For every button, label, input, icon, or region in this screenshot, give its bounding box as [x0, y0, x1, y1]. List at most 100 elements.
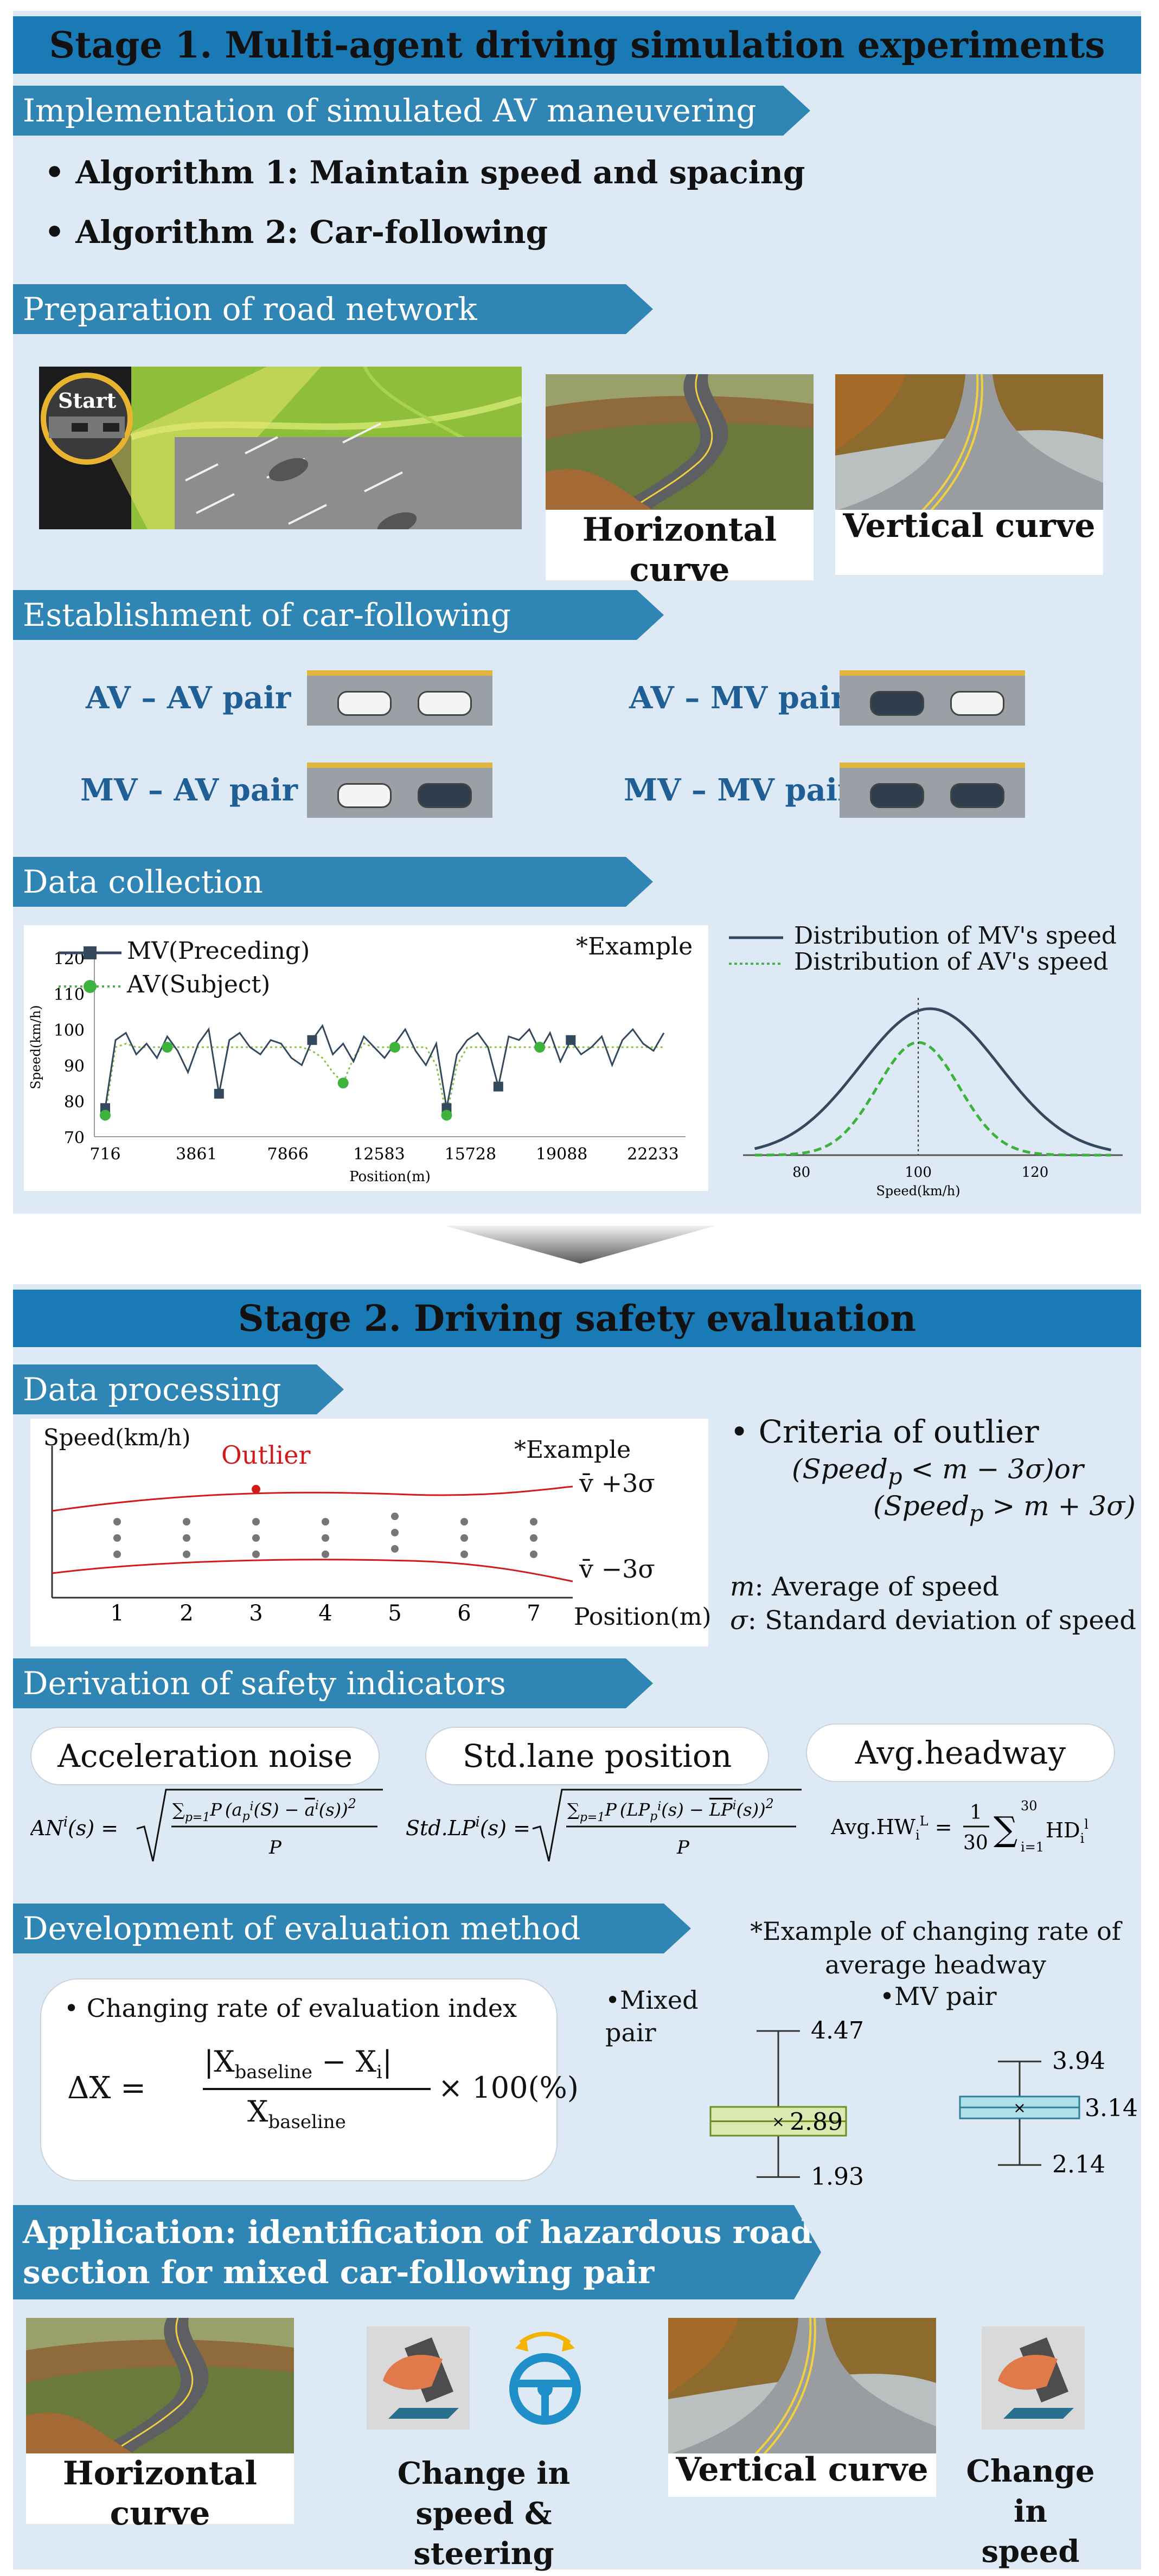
data-point	[113, 1518, 121, 1526]
car-av	[950, 691, 1004, 716]
x-tick-label: 12583	[353, 1145, 405, 1164]
mv-pair-label: •MV pair	[880, 1982, 997, 2011]
mv-marker	[493, 1081, 503, 1092]
pedal-icon	[367, 2327, 470, 2430]
indicator-avg-headway: Avg.headway	[806, 1723, 1115, 1782]
stage-separator-arrow	[445, 1226, 716, 1264]
horizontal-curve-caption: Horizontal curve	[546, 510, 814, 589]
data-point	[252, 1550, 260, 1558]
headway-boxplots: × 4.47 2.89 1.93 × 3.94 3.14 2.14	[709, 2017, 1138, 2190]
x-tick-label: 7866	[267, 1145, 308, 1164]
evaluation-fraction-bar	[203, 2088, 431, 2090]
app-speed-label: Change in speed	[966, 2453, 1095, 2569]
mixed-max-label: 4.47	[811, 2017, 864, 2045]
outlier-xlabel: Position(m)	[574, 1603, 712, 1631]
car-mv	[870, 691, 924, 716]
pair-av-mv: AV – MV pair	[629, 680, 847, 716]
upper-band-label: v̄ +3σ	[579, 1469, 655, 1498]
algorithm-2: • Algorithm 2: Car-following	[44, 214, 548, 251]
outlier-x-tick-label: 4	[318, 1601, 332, 1626]
data-point	[391, 1513, 399, 1520]
data-point	[183, 1550, 190, 1558]
x-tick-label: 22233	[627, 1145, 678, 1164]
data-point	[530, 1550, 537, 1558]
vertical-curve-photo	[835, 374, 1103, 511]
indicator-acceleration-noise: Acceleration noise	[30, 1727, 380, 1785]
road-network-scene: Start	[39, 367, 522, 529]
data-collection-header: Data collection	[13, 857, 653, 907]
mv-max-label: 3.94	[1052, 2047, 1105, 2075]
car-av	[418, 691, 472, 716]
data-point	[391, 1545, 399, 1553]
data-point	[322, 1518, 329, 1526]
svg-text:1: 1	[970, 1802, 982, 1824]
car-av	[337, 783, 392, 808]
x-tick-label: 15728	[445, 1145, 496, 1164]
app-horizontal-curve-caption: Horizontal curve	[26, 2453, 294, 2533]
av-marker	[534, 1042, 546, 1053]
av-series-line	[104, 1042, 664, 1116]
data-point	[530, 1534, 537, 1542]
outlier-chart-box: 1 2 3 4 5 6 7 Speed(km/h) Outlier *Example v̄ …	[30, 1419, 712, 1646]
car-av	[337, 691, 392, 716]
av-marker	[100, 1110, 111, 1121]
outlier-label: Outlier	[221, 1440, 311, 1470]
outlier-chart: 1 2 3 4 5 6 7	[51, 1446, 573, 1626]
svg-text:30: 30	[1021, 1798, 1038, 1814]
y-tick-label: 100	[54, 1021, 85, 1040]
data-point	[252, 1518, 260, 1526]
speed-chart-example: *Example	[576, 933, 693, 960]
outlier-x-tick-label: 1	[110, 1601, 124, 1626]
dist-legend-mv-label: Distribution of MV's speed	[794, 922, 1117, 950]
dist-x-tick-label: 120	[1022, 1164, 1049, 1181]
outlier-point	[252, 1485, 260, 1494]
mv-distribution-curve	[754, 1007, 1111, 1151]
data-point	[460, 1534, 468, 1542]
road-mv-mv	[840, 762, 1025, 818]
road-network-map	[41, 367, 522, 529]
outlier-x-tick-label: 3	[249, 1601, 262, 1626]
av-marker	[389, 1042, 401, 1053]
evaluation-index-box	[40, 1978, 558, 2181]
data-point	[252, 1534, 260, 1542]
app-vertical-curve-caption: Vertical curve	[668, 2453, 936, 2497]
formula-avg-headway: Avg.HWiL = 1 30 ∑ 30 i=1 HDil	[831, 1798, 1088, 1855]
av-marker	[441, 1110, 452, 1121]
svg-text:Std.LPi(s) =: Std.LPi(s) =	[406, 1814, 530, 1840]
mixed-median-label: 2.89	[790, 2109, 843, 2136]
mixed-mean-marker: ×	[772, 2113, 784, 2131]
steering-wheel-icon	[509, 2331, 581, 2425]
implementation-header: Implementation of simulated AV maneuveri…	[13, 86, 810, 136]
evaluation-times: × 100(%)	[438, 2071, 579, 2105]
outlier-example: *Example	[514, 1436, 631, 1464]
criteria-title: • Criteria of outlier	[730, 1413, 1039, 1450]
svg-text:ANi(s) =: ANi(s) =	[30, 1814, 118, 1840]
mv-median-label: 3.14	[1085, 2094, 1138, 2122]
evaluation-numerator: |Xbaseline − Xi|	[204, 2045, 393, 2083]
indicator-std-lane-position: Std.lane position	[425, 1727, 769, 1785]
mv-marker	[214, 1088, 224, 1099]
indicators-header: Derivation of safety indicators	[13, 1658, 653, 1708]
dist-legend-av-label: Distribution of AV's speed	[794, 948, 1109, 976]
car-mv	[870, 783, 924, 808]
mv-mean-marker: ×	[1013, 2099, 1026, 2117]
data-point	[460, 1518, 468, 1526]
mv-series-line	[104, 1024, 665, 1108]
svg-text:∑p=1P(api(S) − ai(s))2: ∑p=1P (api(S) − ai(s))2	[172, 1796, 356, 1824]
evaluation-delta: ΔX =	[67, 2071, 146, 2106]
x-tick-label: 716	[89, 1145, 120, 1164]
stage2-title: Stage 2. Driving safety evaluation	[13, 1290, 1141, 1347]
upper-band-curve	[52, 1485, 573, 1512]
formula-acceleration-noise: ANi(s) = ∑p=1P (api(S) − ai(s))2 P	[30, 1789, 383, 1862]
pair-mv-av: MV – AV pair	[80, 772, 298, 808]
outlier-ylabel: Speed(km/h)	[43, 1424, 191, 1451]
data-point	[113, 1534, 121, 1542]
mv-min-label: 2.14	[1052, 2151, 1105, 2178]
svg-text:∑p=1P(LPpi(s) − LPi(s))2: ∑p=1P (LPpi(s) − LPi(s))2	[567, 1796, 774, 1824]
start-label: Start	[58, 388, 117, 413]
y-tick-label: 80	[64, 1093, 85, 1112]
av-marker	[337, 1078, 349, 1088]
app-speed-steering-label: Change in speed & steering	[397, 2456, 571, 2572]
criteria-line-2: (Speedp > m + 3σ)	[873, 1490, 1136, 1527]
